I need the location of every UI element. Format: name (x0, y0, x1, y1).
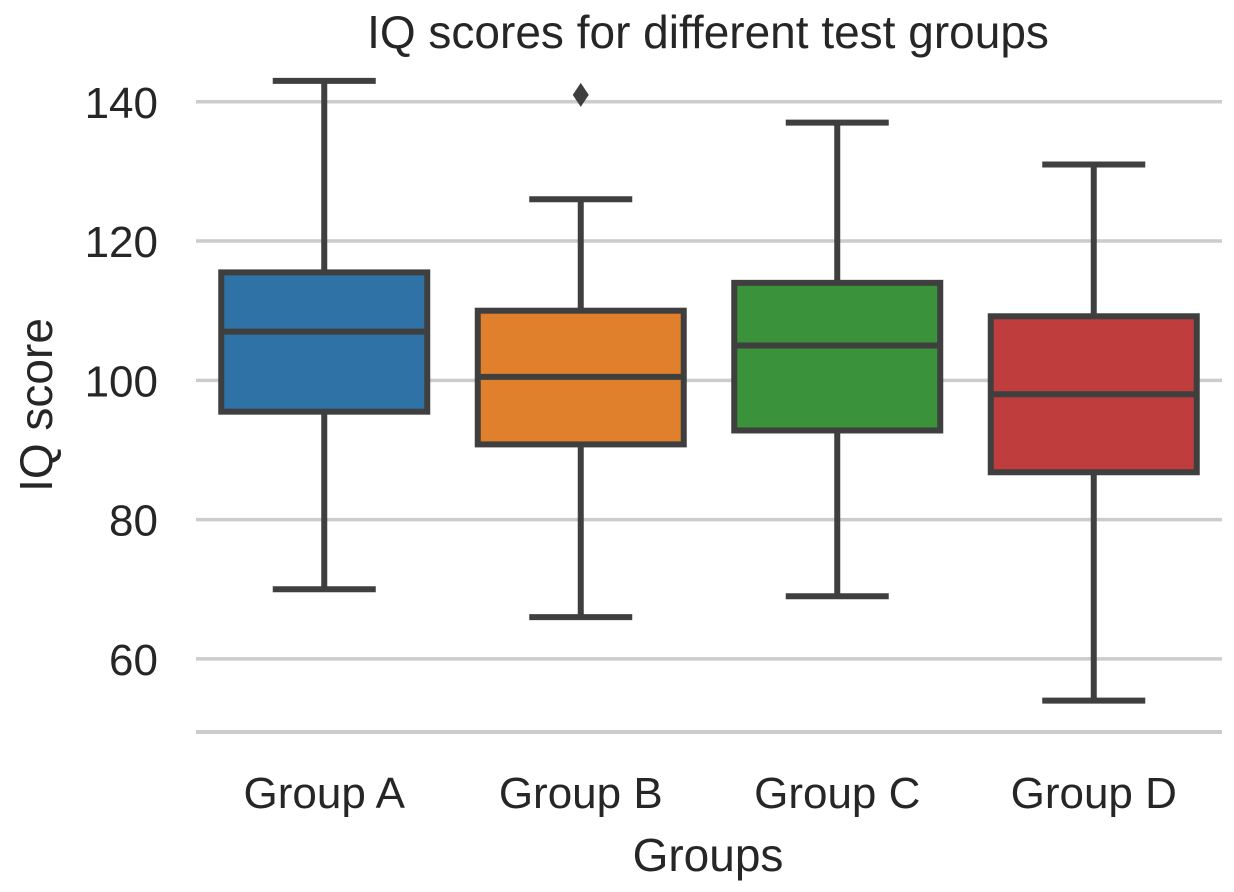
x-tick-label: Group A (244, 769, 406, 818)
x-tick-labels: Group A Group B Group C Group D (244, 769, 1177, 818)
chart-title: IQ scores for different test groups (367, 6, 1049, 58)
y-tick-label: 80 (109, 497, 158, 546)
x-tick-label: Group C (754, 769, 920, 818)
box-group (474, 82, 687, 621)
iqr-box (731, 279, 944, 434)
y-tick-label: 140 (85, 79, 158, 128)
y-tick-label: 100 (85, 357, 158, 406)
y-tick-label: 120 (85, 218, 158, 267)
box-group (218, 77, 431, 593)
box-group (987, 161, 1200, 704)
iqr-box (218, 269, 431, 415)
x-axis-label: Groups (633, 829, 784, 881)
y-tick-label: 60 (109, 636, 158, 685)
x-tick-label: Group D (1011, 769, 1177, 818)
x-tick-label: Group B (499, 769, 663, 818)
box-group (731, 119, 944, 600)
y-axis-label: IQ score (10, 318, 62, 492)
outlier-marker (572, 82, 589, 107)
boxes (218, 77, 1200, 704)
y-tick-labels: 60 80 100 120 140 (85, 79, 158, 685)
